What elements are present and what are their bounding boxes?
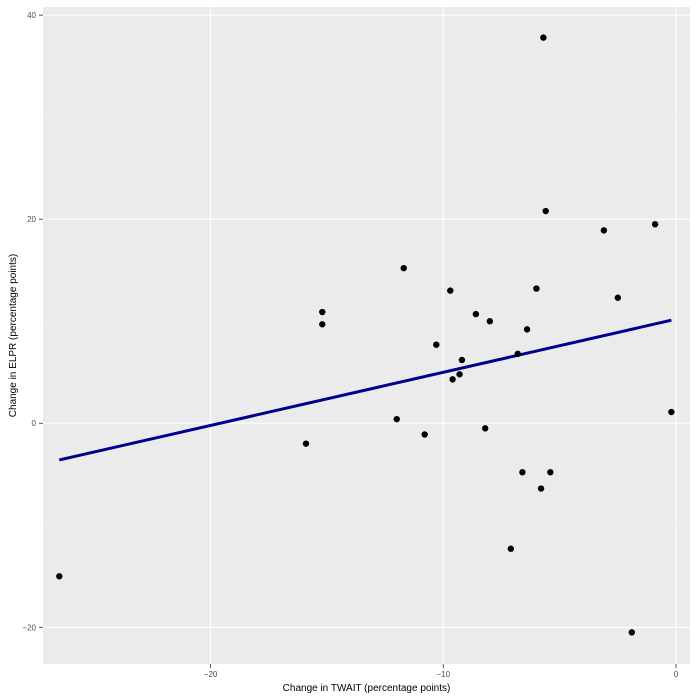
data-point [542, 207, 549, 215]
data-point [537, 485, 545, 492]
data-point [319, 321, 326, 328]
data-point [481, 425, 489, 432]
data-point [472, 310, 480, 318]
fit-line-layer [58, 318, 672, 462]
plot-panel [43, 7, 690, 664]
x-tick-label: 0 [674, 670, 679, 679]
data-point [400, 264, 407, 272]
data-points [56, 34, 675, 636]
major-gridlines [43, 7, 690, 664]
y-tick-label: 20 [27, 215, 36, 224]
y-axis-ticks: −20 0 20 40 [22, 11, 43, 632]
data-point [56, 573, 63, 580]
data-point [533, 285, 540, 292]
data-point [519, 469, 526, 476]
y-tick-label: 40 [27, 11, 36, 20]
data-point [421, 431, 428, 438]
data-point [433, 341, 440, 348]
x-axis-title: Change in TWAIT (percentage points) [283, 683, 451, 694]
data-point [540, 34, 547, 41]
data-point [393, 415, 400, 423]
data-point [523, 326, 531, 333]
y-tick-label: −20 [22, 623, 36, 632]
regression-line [58, 318, 672, 462]
data-point [302, 440, 310, 447]
data-point [547, 469, 554, 476]
data-point [447, 287, 454, 294]
y-axis-title: Change in ELPR (percentage points) [8, 254, 19, 417]
x-tick-label: −10 [437, 670, 451, 679]
data-point [614, 294, 622, 301]
data-point [628, 629, 636, 636]
data-point [456, 371, 463, 378]
data-point [514, 350, 521, 358]
data-point [668, 408, 675, 416]
data-point [507, 545, 514, 552]
y-tick-label: 0 [32, 419, 37, 428]
data-point [486, 318, 494, 325]
data-point [651, 221, 659, 228]
data-point [458, 356, 466, 364]
x-tick-label: −20 [204, 670, 218, 679]
data-point [449, 376, 456, 383]
data-point [600, 227, 608, 234]
x-axis-ticks: −20 −10 0 [204, 664, 679, 679]
data-point [319, 308, 326, 316]
minor-gridlines [43, 7, 690, 664]
